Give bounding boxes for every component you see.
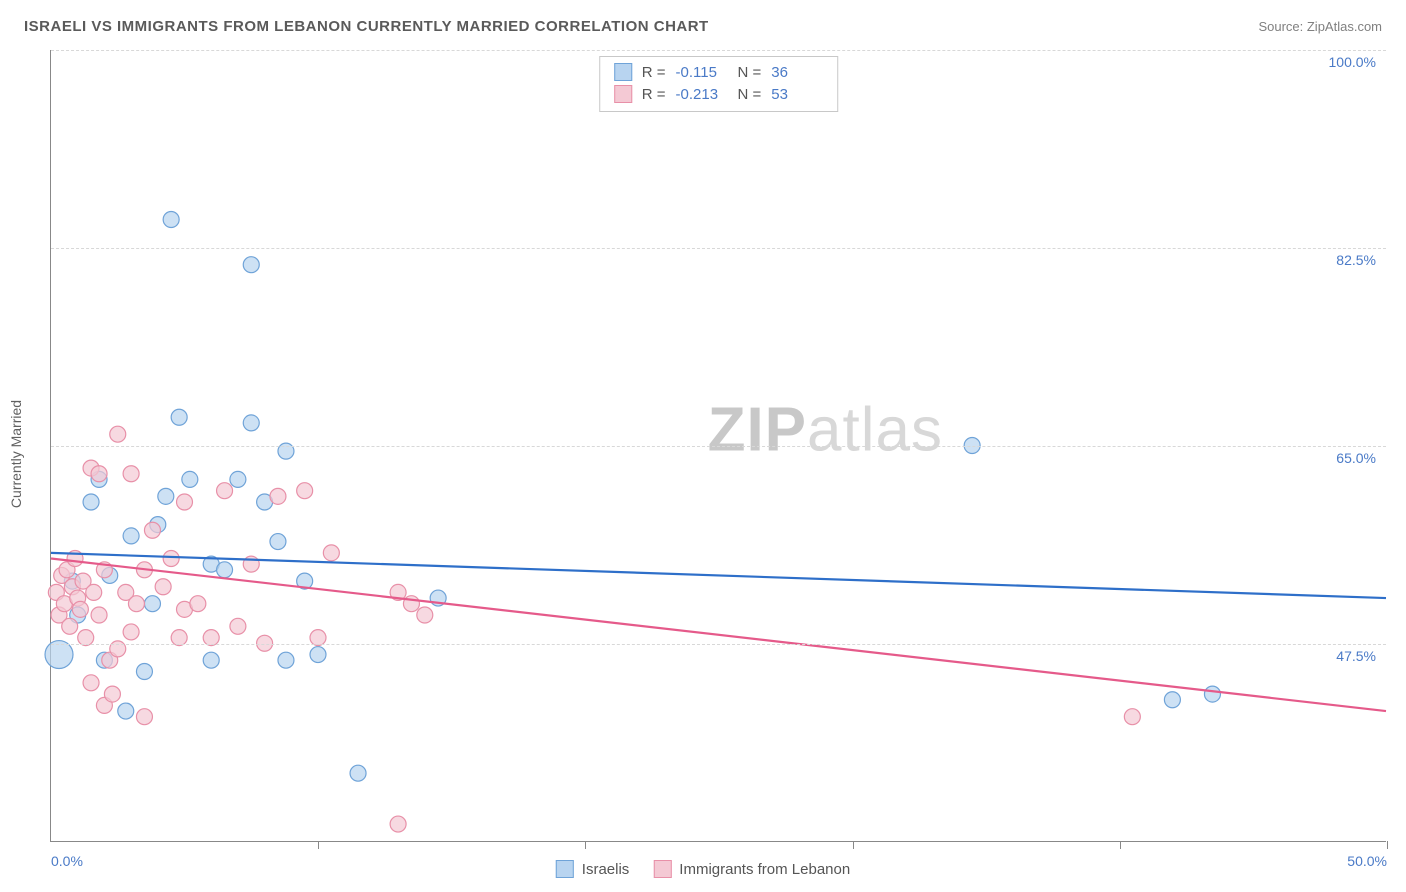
scatter-point bbox=[1204, 686, 1220, 702]
x-tick bbox=[318, 841, 319, 849]
x-tick-label: 0.0% bbox=[51, 853, 83, 869]
x-tick bbox=[853, 841, 854, 849]
scatter-point bbox=[163, 551, 179, 567]
stat-r-label: R = bbox=[642, 86, 666, 103]
x-tick bbox=[1120, 841, 1121, 849]
scatter-point bbox=[417, 607, 433, 623]
scatter-point bbox=[243, 415, 259, 431]
scatter-point bbox=[310, 647, 326, 663]
legend-swatch bbox=[614, 85, 632, 103]
scatter-point bbox=[144, 596, 160, 612]
stat-n-value: 53 bbox=[771, 86, 823, 103]
scatter-point bbox=[171, 409, 187, 425]
legend-swatch bbox=[556, 860, 574, 878]
scatter-point bbox=[136, 664, 152, 680]
chart-title: ISRAELI VS IMMIGRANTS FROM LEBANON CURRE… bbox=[24, 18, 709, 35]
scatter-point bbox=[158, 488, 174, 504]
scatter-point bbox=[1124, 709, 1140, 725]
x-tick bbox=[585, 841, 586, 849]
scatter-point bbox=[270, 488, 286, 504]
legend-item: Immigrants from Lebanon bbox=[653, 860, 850, 878]
series-legend: Israelis Immigrants from Lebanon bbox=[556, 860, 850, 878]
stat-n-value: 36 bbox=[771, 64, 823, 81]
scatter-point bbox=[128, 596, 144, 612]
scatter-point bbox=[144, 522, 160, 538]
scatter-point bbox=[390, 816, 406, 832]
scatter-point bbox=[323, 545, 339, 561]
legend-label: Immigrants from Lebanon bbox=[679, 861, 850, 878]
y-tick-label: 82.5% bbox=[1336, 252, 1376, 268]
scatter-point bbox=[1164, 692, 1180, 708]
stat-n-label: N = bbox=[738, 86, 762, 103]
scatter-point bbox=[217, 483, 233, 499]
legend-swatch bbox=[653, 860, 671, 878]
scatter-point bbox=[123, 624, 139, 640]
y-tick-label: 100.0% bbox=[1329, 54, 1376, 70]
stat-r-value: -0.115 bbox=[676, 64, 728, 81]
stat-r-label: R = bbox=[642, 64, 666, 81]
y-tick-label: 65.0% bbox=[1336, 450, 1376, 466]
x-tick bbox=[1387, 841, 1388, 849]
scatter-point bbox=[91, 607, 107, 623]
plot-area: ZIPatlas R =-0.115N =36R =-0.213N =53 47… bbox=[50, 50, 1386, 842]
scatter-point bbox=[217, 562, 233, 578]
scatter-point bbox=[123, 528, 139, 544]
scatter-point bbox=[230, 618, 246, 634]
scatter-point bbox=[86, 584, 102, 600]
trendline bbox=[51, 553, 1386, 598]
scatter-point bbox=[182, 471, 198, 487]
scatter-point bbox=[62, 618, 78, 634]
scatter-point bbox=[203, 652, 219, 668]
gridline bbox=[51, 248, 1386, 249]
scatter-point bbox=[230, 471, 246, 487]
scatter-point bbox=[110, 426, 126, 442]
scatter-point bbox=[104, 686, 120, 702]
scatter-point bbox=[155, 579, 171, 595]
stats-row: R = -0.213 N = 53 bbox=[614, 83, 824, 105]
scatter-point bbox=[278, 652, 294, 668]
gridline bbox=[51, 644, 1386, 645]
stat-r-value: -0.213 bbox=[676, 86, 728, 103]
scatter-point bbox=[91, 466, 107, 482]
scatter-point bbox=[72, 601, 88, 617]
stat-n-label: N = bbox=[738, 64, 762, 81]
stats-row: R = -0.115 N = 36 bbox=[614, 61, 824, 83]
scatter-point bbox=[190, 596, 206, 612]
legend-swatch bbox=[614, 63, 632, 81]
scatter-point bbox=[123, 466, 139, 482]
legend-label: Israelis bbox=[582, 861, 630, 878]
gridline bbox=[51, 446, 1386, 447]
legend-item: Israelis bbox=[556, 860, 630, 878]
y-axis-label: Currently Married bbox=[8, 400, 24, 508]
scatter-point bbox=[243, 257, 259, 273]
gridline bbox=[51, 50, 1386, 51]
scatter-point bbox=[83, 494, 99, 510]
chart-source: Source: ZipAtlas.com bbox=[1258, 19, 1382, 34]
scatter-point bbox=[163, 212, 179, 228]
scatter-point bbox=[83, 675, 99, 691]
scatter-point bbox=[350, 765, 366, 781]
chart-header: ISRAELI VS IMMIGRANTS FROM LEBANON CURRE… bbox=[24, 18, 1382, 35]
y-tick-label: 47.5% bbox=[1336, 648, 1376, 664]
x-tick-label: 50.0% bbox=[1347, 853, 1387, 869]
scatter-point bbox=[177, 494, 193, 510]
scatter-point bbox=[118, 703, 134, 719]
scatter-point bbox=[136, 709, 152, 725]
scatter-point bbox=[297, 483, 313, 499]
scatter-point bbox=[270, 534, 286, 550]
trendline bbox=[51, 559, 1386, 712]
stats-legend: R = -0.115 N = 36 R = -0.213 N = 53 bbox=[599, 56, 839, 112]
